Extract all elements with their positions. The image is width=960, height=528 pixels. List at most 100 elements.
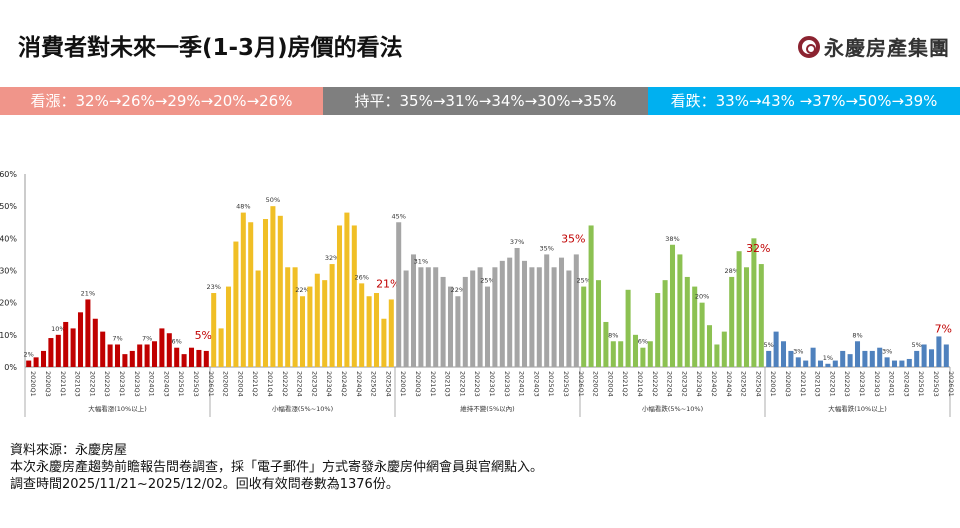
x-tick-label: 2025Q2	[370, 371, 378, 397]
x-tick-label: 2022Q4	[296, 371, 304, 397]
data-label: 25%	[480, 277, 494, 285]
x-tick-label: 2020Q3	[44, 371, 52, 397]
summary-rise: 看漲：32%→26%→29%→20%→26%	[0, 87, 323, 115]
data-label: 25%	[576, 277, 590, 285]
logo-text: 永慶房產集團	[824, 36, 950, 60]
bar	[521, 260, 528, 367]
x-tick-label: 2023Q3	[873, 371, 881, 397]
bar	[233, 241, 239, 367]
x-tick-label: 2023Q1	[488, 371, 496, 397]
bar	[847, 354, 853, 367]
bar	[344, 212, 350, 367]
bar	[780, 341, 787, 367]
y-tick-label: 0%	[4, 363, 17, 372]
bar	[536, 267, 542, 367]
data-label: 3%	[793, 347, 803, 355]
bar	[625, 289, 631, 367]
data-label: 5%	[764, 341, 774, 349]
x-tick-label: 2026Q1	[577, 371, 585, 397]
bar	[151, 341, 158, 367]
bar	[100, 331, 106, 367]
bar	[40, 350, 47, 367]
bar	[603, 321, 609, 367]
data-label: 26%	[354, 273, 368, 281]
x-tick-label: 2024Q3	[162, 371, 170, 397]
data-label: 20%	[695, 293, 709, 301]
y-tick-label: 30%	[0, 267, 17, 276]
bar	[122, 354, 128, 367]
x-tick-label: 2023Q1	[858, 371, 866, 397]
bar	[544, 254, 550, 367]
bar	[299, 296, 306, 367]
y-tick-label: 40%	[0, 234, 17, 243]
data-label: 32%	[325, 254, 339, 262]
bar	[33, 357, 39, 367]
group-label: 大幅看漲(10%以上)	[88, 404, 147, 413]
x-tick-label: 2021Q4	[636, 371, 644, 397]
bar	[566, 270, 572, 367]
bar	[26, 360, 32, 367]
bar	[854, 341, 861, 367]
data-label: 22%	[451, 286, 465, 294]
x-tick-label: 2024Q3	[902, 371, 910, 397]
bar	[840, 350, 846, 367]
bar	[928, 349, 935, 367]
data-label: 48%	[236, 203, 250, 211]
x-tick-label: 2025Q3	[562, 371, 570, 397]
bar	[381, 318, 387, 367]
bar	[107, 344, 113, 367]
x-tick-label: 2022Q1	[88, 371, 96, 397]
bar	[114, 344, 121, 367]
bar	[729, 276, 735, 367]
bar	[307, 286, 313, 367]
note-period: 調查時間2025/11/21~2025/12/02。回收有效問卷數為1376份。	[10, 477, 399, 492]
latest-data-label: 21%	[376, 277, 400, 290]
bar	[455, 296, 461, 367]
bar	[218, 328, 224, 367]
x-tick-label: 2020Q3	[784, 371, 792, 397]
bar	[862, 350, 868, 367]
data-label: 38%	[665, 235, 679, 243]
bar	[573, 254, 579, 367]
bar	[403, 270, 409, 367]
x-tick-label: 2024Q1	[148, 371, 156, 397]
x-tick-label: 2025Q4	[384, 371, 392, 397]
group-label: 小幅看跌(5%~10%)	[642, 404, 703, 413]
bar	[477, 267, 483, 367]
note-source: 資料來源：永慶房屋	[10, 443, 128, 458]
x-tick-label: 2020Q3	[414, 371, 422, 397]
x-tick-label: 2026Q1	[207, 371, 215, 397]
data-label: 23%	[206, 283, 220, 291]
x-tick-label: 2024Q1	[518, 371, 526, 397]
data-label: 6%	[638, 338, 648, 346]
bar	[433, 267, 439, 367]
bar	[144, 344, 150, 367]
bar	[388, 299, 394, 367]
page-title: 消費者對未來一季(1-3月)房價的看法	[18, 35, 403, 61]
bar	[869, 350, 875, 367]
note-method: 本次永慶房產趨勢前瞻報告問卷調查，採「電子郵件」方式寄發永慶房仲網會員與官網點入…	[10, 460, 544, 475]
data-label: 50%	[266, 196, 280, 204]
x-tick-label: 2020Q1	[29, 371, 37, 397]
x-tick-label: 2023Q4	[325, 371, 333, 397]
y-tick-label: 10%	[0, 331, 17, 340]
bar	[314, 273, 320, 367]
bar	[181, 354, 187, 367]
latest-data-label: 32%	[746, 242, 770, 255]
bar	[462, 276, 468, 367]
x-tick-label: 2021Q3	[814, 371, 822, 397]
x-tick-label: 2021Q2	[621, 371, 629, 397]
bar	[558, 257, 565, 367]
bar	[884, 357, 890, 367]
data-label: 2%	[24, 351, 34, 359]
bar	[129, 350, 135, 367]
x-tick-label: 2022Q1	[828, 371, 836, 397]
group-label: 維持不變(5%以內)	[460, 404, 514, 413]
data-label: 6%	[172, 338, 182, 346]
x-tick-label: 2020Q4	[236, 371, 244, 397]
company-logo: 永慶房產集團	[798, 32, 950, 61]
y-tick-label: 60%	[0, 170, 17, 179]
notes: 資料來源：永慶房屋 本次永慶房產趨勢前瞻報告問卷調查，採「電子郵件」方式寄發永慶…	[10, 442, 543, 493]
bar	[618, 341, 624, 367]
x-tick-label: 2020Q4	[606, 371, 614, 397]
